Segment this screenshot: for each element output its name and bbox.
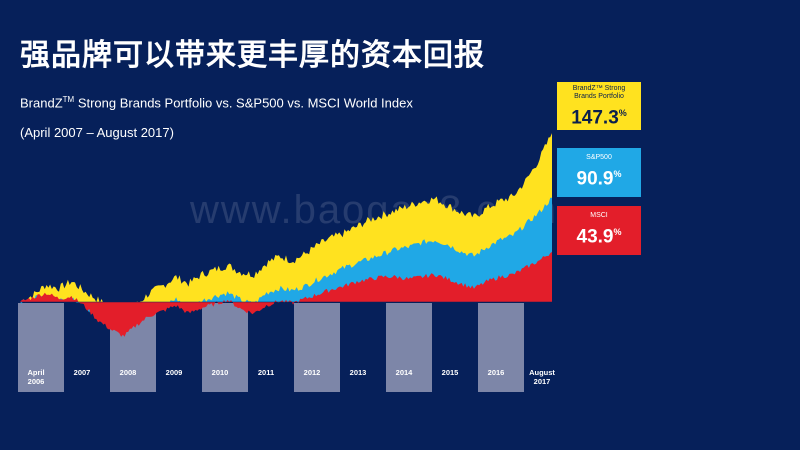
x-tick-label: 2010: [197, 368, 243, 377]
year-band: [478, 303, 524, 392]
year-band: [294, 303, 340, 392]
x-tick-label: 2014: [381, 368, 427, 377]
msci-badge-value: 43.9%: [557, 220, 641, 249]
brandz-badge-label-line1: BrandZ™ Strong: [557, 85, 641, 93]
x-tick-label: April 2006: [13, 368, 59, 386]
year-band: [386, 303, 432, 392]
msci-badge: MSCI 43.9%: [557, 206, 641, 255]
x-tick-label: 2012: [289, 368, 335, 377]
sp500-badge: S&P500 90.9%: [557, 148, 641, 197]
brandz-badge: BrandZ™ Strong Brands Portfolio 147.3%: [557, 82, 641, 130]
x-tick-label: 2007: [59, 368, 105, 377]
x-tick-label: August 2017: [519, 368, 565, 386]
brandz-badge-label-line2: Brands Portfolio: [557, 93, 641, 101]
x-tick-label: 2013: [335, 368, 381, 377]
sp500-badge-value: 90.9%: [557, 162, 641, 191]
msci-badge-label: MSCI: [557, 212, 641, 220]
x-tick-label: 2011: [243, 368, 289, 377]
x-tick-label: 2016: [473, 368, 519, 377]
sp500-badge-label: S&P500: [557, 154, 641, 162]
brandz-badge-value: 147.3%: [557, 101, 641, 130]
year-band: [202, 303, 248, 392]
x-tick-label: 2009: [151, 368, 197, 377]
x-tick-label: 2015: [427, 368, 473, 377]
x-tick-label: 2008: [105, 368, 151, 377]
